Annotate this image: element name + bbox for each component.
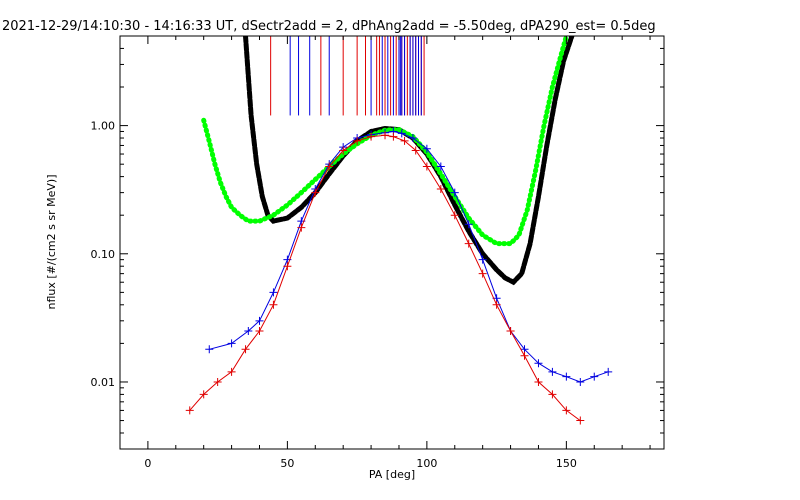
red-data-point <box>241 345 250 354</box>
red-data-point <box>227 367 236 376</box>
red-data-point <box>339 146 348 155</box>
red-data-point <box>478 269 487 278</box>
blue-data-point <box>205 345 214 354</box>
red-data-point <box>422 162 431 171</box>
blue-data-point <box>576 377 585 386</box>
blue-data-point <box>397 129 406 138</box>
red-data-point <box>325 162 334 171</box>
red-data-point <box>381 131 390 140</box>
y-axis-label: nflux [#/(cm2 s sr MeV)] <box>45 175 58 310</box>
red-data-point <box>506 326 515 335</box>
red-data-point <box>269 300 278 309</box>
red-data-point <box>520 351 529 360</box>
red-data-point <box>389 132 398 141</box>
x-tick-label: 150 <box>556 457 577 470</box>
red-data-point <box>534 377 543 386</box>
chart-title: 2021-12-29/14:10:30 - 14:16:33 UT, dSect… <box>2 19 656 34</box>
blue-data-point <box>604 367 613 376</box>
plot-frame <box>119 35 665 450</box>
red-series-line <box>189 134 581 422</box>
x-axis-label: PA [deg] <box>369 468 415 481</box>
blue-data-point <box>269 288 278 297</box>
data-layer <box>185 36 613 425</box>
green-model-curve <box>201 36 569 247</box>
red-data-point <box>283 262 292 271</box>
x-tick-label: 100 <box>416 457 437 470</box>
red-data-point <box>492 300 501 309</box>
red-data-point <box>548 390 557 399</box>
red-data-point <box>411 146 420 155</box>
red-data-point <box>367 132 376 141</box>
red-data-point <box>353 136 362 145</box>
red-data-point <box>562 406 571 415</box>
red-data-point <box>255 326 264 335</box>
red-data-point <box>450 211 459 220</box>
y-tick-label: 0.01 <box>91 376 116 389</box>
blue-data-point <box>244 326 253 335</box>
blue-data-point <box>478 255 487 264</box>
blue-series-line <box>209 130 609 383</box>
red-data-point <box>213 377 222 386</box>
blue-data-point <box>590 372 599 381</box>
red-data-point <box>297 223 306 232</box>
blue-data-point <box>408 134 417 143</box>
red-data-point <box>464 239 473 248</box>
blue-data-point <box>464 220 473 229</box>
y-tick-label: 1.00 <box>91 120 116 133</box>
red-data-point <box>436 185 445 194</box>
y-tick-label: 0.10 <box>91 248 116 261</box>
blue-data-point <box>255 316 264 325</box>
blue-data-point <box>227 339 236 348</box>
blue-data-point <box>422 144 431 153</box>
red-data-point <box>311 188 320 197</box>
ticks-layer: 0 50 100 150 0.01 0.10 1.00 <box>91 35 664 470</box>
blue-data-point <box>562 372 571 381</box>
x-tick-label: 0 <box>144 457 151 470</box>
blue-data-point <box>548 367 557 376</box>
blue-data-point <box>450 188 459 197</box>
red-data-point <box>185 406 194 415</box>
x-tick-label: 50 <box>280 457 294 470</box>
red-data-point <box>199 390 208 399</box>
red-data-point <box>576 416 585 425</box>
blue-data-point <box>436 162 445 171</box>
red-data-point <box>400 136 409 145</box>
blue-data-point <box>534 359 543 368</box>
